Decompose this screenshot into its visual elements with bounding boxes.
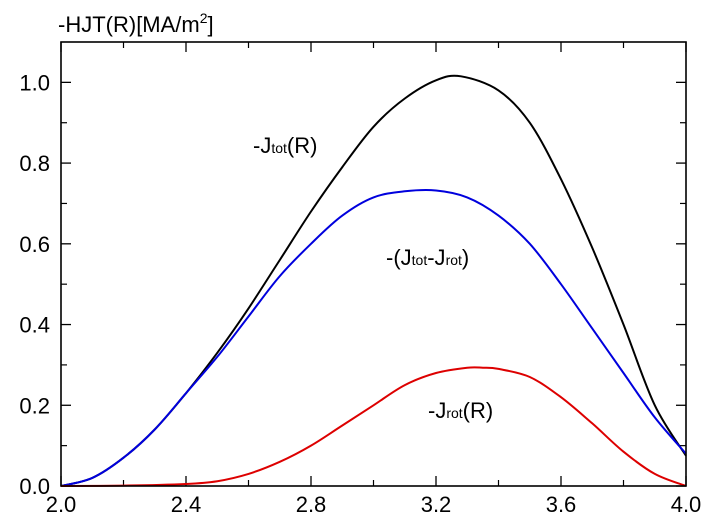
y-tick-label: 1.0 (19, 70, 50, 95)
y-axis-title: -HJT(R)[MA/m2] (58, 10, 214, 37)
y-tick-label: 0.0 (19, 474, 50, 499)
axis-ticks: 2.0 2.4 2.8 3.2 3.6 4.0 0.0 0.2 0.4 0.6 0.8 1.0 (19, 42, 701, 517)
series-line-jrot (60, 366, 687, 487)
series-label-jtot-minus-jrot: -(Jtot-Jrot) (386, 245, 469, 270)
series-line-jtot-minus-jrot (60, 189, 687, 487)
series-label-jtot: -Jtot(R) (253, 133, 317, 158)
series-label-jrot: -Jrot(R) (428, 398, 493, 423)
y-tick-label: 0.4 (19, 313, 50, 338)
x-tick-label: 3.6 (546, 492, 577, 517)
plot-frame (60, 41, 687, 487)
x-tick-label: 3.2 (421, 492, 452, 517)
x-tick-label: 4.0 (671, 492, 702, 517)
y-tick-label: 0.6 (19, 232, 50, 257)
x-tick-label: 2.0 (46, 492, 77, 517)
y-tick-label: 0.2 (19, 393, 50, 418)
series-lines (60, 74, 687, 487)
y-tick-label: 0.8 (19, 151, 50, 176)
x-tick-label: 2.8 (296, 492, 327, 517)
x-tick-label: 2.4 (171, 492, 202, 517)
